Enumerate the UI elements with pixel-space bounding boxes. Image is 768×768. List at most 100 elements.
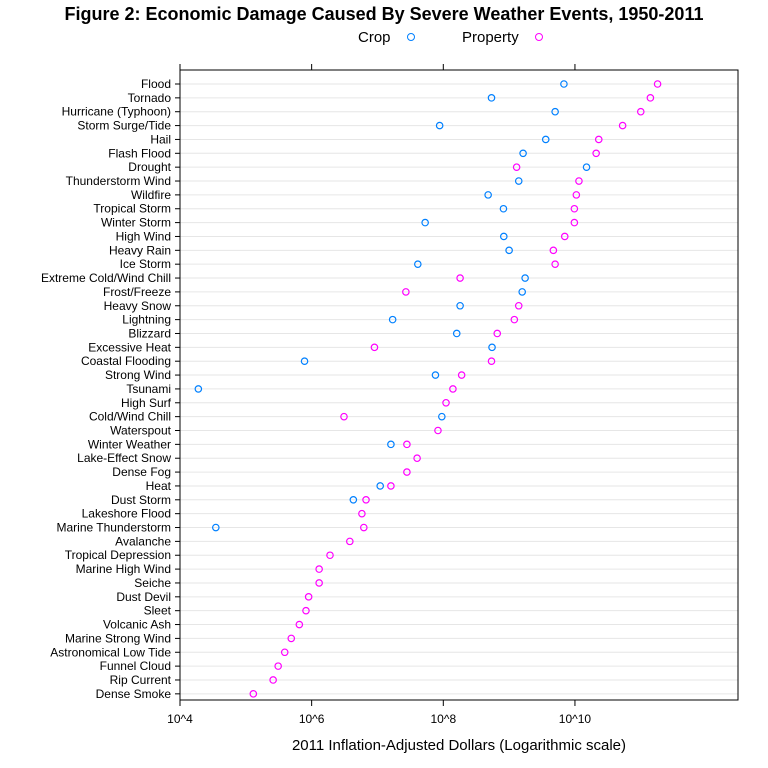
data-point-property [340, 412, 348, 421]
x-tick-label: 10^6 [299, 712, 325, 726]
y-tick-label: Hurricane (Typhoon) [62, 105, 171, 119]
data-point-crop [514, 177, 523, 185]
y-tick-label: Lake-Effect Snow [77, 451, 171, 465]
data-point-property [370, 343, 379, 352]
y-tick-label: Marine High Wind [76, 562, 171, 576]
data-point-property [510, 315, 519, 324]
y-tick-label: Lightning [122, 313, 171, 327]
legend: Crop Property [0, 29, 768, 49]
y-tick-label: Blizzard [128, 326, 171, 340]
legend-marker-property-icon [534, 33, 543, 42]
data-point-property [403, 468, 411, 476]
data-point-crop [499, 232, 508, 241]
data-point-property [315, 579, 323, 587]
data-point-crop [300, 357, 309, 366]
data-point-property [457, 371, 466, 379]
x-axis-label: 2011 Inflation-Adjusted Dollars (Logarit… [291, 737, 627, 754]
y-tick-label: Tsunami [126, 382, 171, 396]
data-point-crop [414, 260, 422, 268]
y-tick-label: Heat [146, 479, 172, 493]
y-tick-label: High Surf [121, 396, 172, 410]
data-point-property [636, 107, 645, 116]
y-tick-label: Strong Wind [105, 368, 171, 382]
plot-frame [179, 69, 739, 701]
y-tick-label: Winter Storm [101, 216, 171, 230]
y-tick-label: Hail [150, 132, 171, 146]
data-point-property [549, 246, 558, 255]
data-point-crop [435, 121, 444, 130]
data-point-property [249, 690, 258, 698]
data-point-crop [487, 94, 496, 102]
y-tick-label: Avalanche [115, 534, 171, 548]
y-tick-label: Flash Flood [108, 146, 171, 160]
y-tick-label: Funnel Cloud [100, 659, 171, 673]
data-point-property [274, 662, 282, 670]
y-tick-label: Heavy Snow [104, 299, 172, 313]
y-tick-label: Dense Fog [112, 465, 171, 479]
y-tick-label: Frost/Freeze [103, 285, 171, 299]
data-point-property [360, 523, 368, 532]
y-tick-label: Heavy Rain [109, 243, 171, 257]
data-point-property [618, 121, 627, 130]
data-point-crop [551, 107, 559, 116]
y-tick-label: Dense Smoke [96, 687, 172, 701]
data-point-crop [518, 288, 526, 296]
data-point-property [302, 606, 310, 615]
data-point-property [575, 177, 583, 185]
data-point-property [646, 94, 655, 102]
legend-item-crop: Crop [358, 29, 415, 46]
data-point-property [358, 509, 366, 518]
data-point-crop [452, 329, 461, 338]
data-point-property [570, 204, 579, 213]
data-point-property [362, 495, 370, 504]
data-point-property [413, 454, 421, 463]
data-point-property [570, 218, 579, 227]
data-point-crop [376, 482, 384, 490]
y-tick-label: Cold/Wind Chill [89, 410, 171, 424]
y-tick-label: Rip Current [110, 673, 172, 687]
y-tick-label: Dust Storm [111, 493, 171, 507]
y-tick-label: Ice Storm [120, 257, 171, 271]
data-point-crop [194, 385, 203, 393]
data-point-property [304, 593, 313, 601]
data-point-crop [349, 495, 358, 504]
data-point-crop [431, 371, 440, 379]
data-point-crop [421, 218, 429, 227]
data-point-crop [521, 274, 529, 282]
y-tick-label: Storm Surge/Tide [77, 119, 171, 133]
y-tick-label: Dust Devil [116, 590, 171, 604]
y-tick-label: Coastal Flooding [81, 354, 171, 368]
data-point-property [514, 301, 523, 310]
data-point-property [269, 676, 277, 684]
data-point-property [295, 620, 304, 629]
data-point-property [572, 191, 581, 199]
data-point-property [560, 232, 569, 241]
chart-title: Figure 2: Economic Damage Caused By Seve… [64, 4, 704, 24]
x-tick-label: 10^4 [167, 712, 193, 726]
data-point-property [287, 634, 296, 643]
x-tick-label: 10^10 [559, 712, 592, 726]
legend-label-crop: Crop [358, 29, 391, 46]
data-point-crop [388, 315, 397, 324]
legend-marker-crop-icon [406, 33, 415, 42]
data-point-property [449, 385, 457, 393]
data-point-crop [505, 246, 513, 255]
legend-label-property: Property [462, 29, 519, 46]
y-tick-label: Waterspout [110, 424, 172, 438]
data-point-crop [541, 135, 550, 144]
data-point-property [653, 80, 662, 88]
data-point-crop [438, 412, 446, 421]
y-tick-label: Excessive Heat [88, 340, 171, 354]
y-tick-label: Sleet [144, 604, 172, 618]
y-tick-label: Seiche [134, 576, 171, 590]
data-point-crop [212, 523, 220, 532]
data-point-crop [499, 204, 508, 213]
y-tick-label: High Wind [116, 229, 171, 243]
y-tick-label: Tornado [128, 91, 172, 105]
data-point-property [512, 163, 521, 171]
y-tick-label: Marine Thunderstorm [57, 521, 172, 535]
data-point-crop [519, 149, 527, 158]
data-point-crop [456, 301, 464, 310]
y-tick-label: Flood [141, 77, 171, 91]
